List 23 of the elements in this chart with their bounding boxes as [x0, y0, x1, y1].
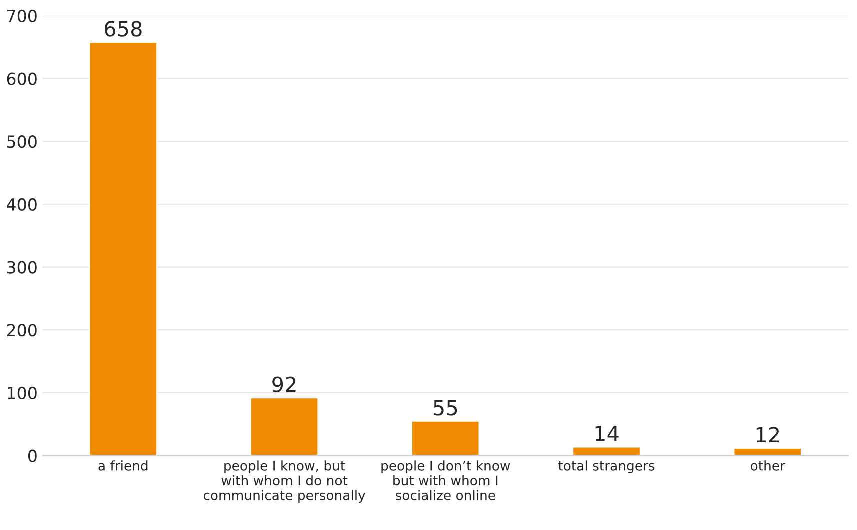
- bar: [250, 397, 320, 456]
- x-tick-label: a friend: [98, 460, 148, 471]
- bar: [733, 448, 802, 456]
- y-tick-label: 300: [7, 261, 37, 274]
- data-label: 14: [596, 426, 619, 442]
- x-tick-label: other: [751, 460, 786, 471]
- data-label: 55: [434, 400, 458, 416]
- y-tick-label: 0: [28, 450, 37, 462]
- y-tick-label: 500: [7, 136, 37, 148]
- data-label: 658: [104, 21, 142, 37]
- data-label: 12: [756, 427, 780, 443]
- y-tick-label: 600: [7, 72, 37, 86]
- y-tick-label: 700: [8, 10, 37, 22]
- bar: [411, 420, 480, 456]
- data-label: 92: [272, 376, 296, 393]
- x-tick-label: people I don’t know but with whom I socialize online: [382, 460, 510, 500]
- y-tick-label: 400: [6, 198, 37, 211]
- bar: [88, 42, 158, 456]
- y-tick-label: 100: [8, 386, 37, 400]
- y-tick-label: 200: [7, 324, 37, 337]
- x-tick-label: people I know, but with whom I do not communicate personally: [204, 460, 366, 503]
- x-tick-label: total strangers: [558, 460, 655, 474]
- bar: [572, 446, 642, 456]
